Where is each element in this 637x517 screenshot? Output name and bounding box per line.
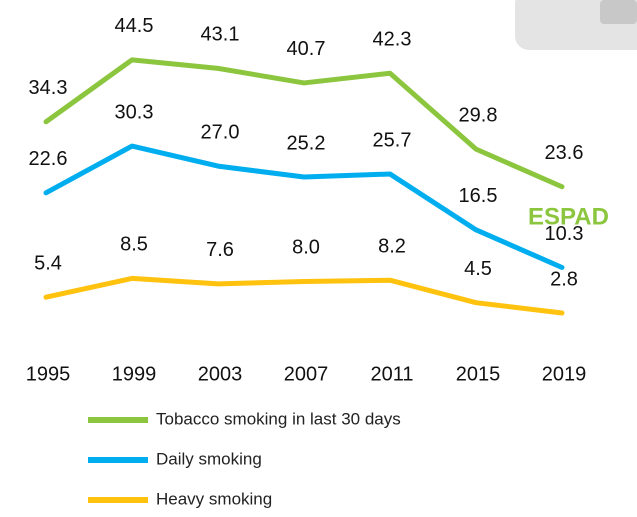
page: {"chart_data": {"type": "line", "annotat…: [0, 0, 637, 517]
data-label: 5.4: [34, 253, 62, 275]
legend-label: Daily smoking: [156, 449, 262, 468]
data-label: 40.7: [287, 38, 326, 60]
data-label: 44.5: [115, 15, 154, 37]
data-label: 2.8: [550, 268, 578, 290]
x-tick-label: 2019: [542, 363, 587, 385]
data-label: 22.6: [29, 148, 68, 170]
x-tick-label: 2007: [284, 363, 329, 385]
x-tick-label: 1995: [26, 363, 71, 385]
data-label: 23.6: [545, 142, 584, 164]
legend-label: Tobacco smoking in last 30 days: [156, 409, 401, 428]
data-label: 8.5: [120, 234, 148, 256]
x-tick-label: 2015: [456, 363, 501, 385]
chart: 34.3 44.5 43.1 40.7 42.3 29.8 23.6 Tobacco smok…: [0, 0, 637, 517]
x-tick-label: 2003: [198, 363, 243, 385]
legend-label: Heavy smoking: [156, 489, 272, 508]
data-label: 16.5: [459, 185, 498, 207]
data-label: 25.2: [287, 132, 326, 154]
data-label: 30.3: [115, 101, 154, 123]
data-label: 7.6: [206, 239, 234, 261]
x-tick-label: 2011: [370, 363, 413, 385]
annotation: ESPAD: [528, 203, 609, 230]
series-line: [46, 278, 562, 313]
data-label: 25.7: [373, 129, 412, 151]
data-label: 43.1: [201, 24, 240, 46]
photo-detail: [600, 0, 637, 24]
data-label: 27.0: [201, 121, 240, 143]
x-tick-label: 1999: [112, 363, 157, 385]
data-label: 8.0: [292, 237, 320, 259]
data-label: 4.5: [464, 258, 492, 280]
data-label: 34.3: [29, 77, 68, 99]
data-label: 42.3: [373, 29, 412, 51]
data-label: 8.2: [378, 236, 406, 258]
data-label: 29.8: [459, 104, 498, 126]
